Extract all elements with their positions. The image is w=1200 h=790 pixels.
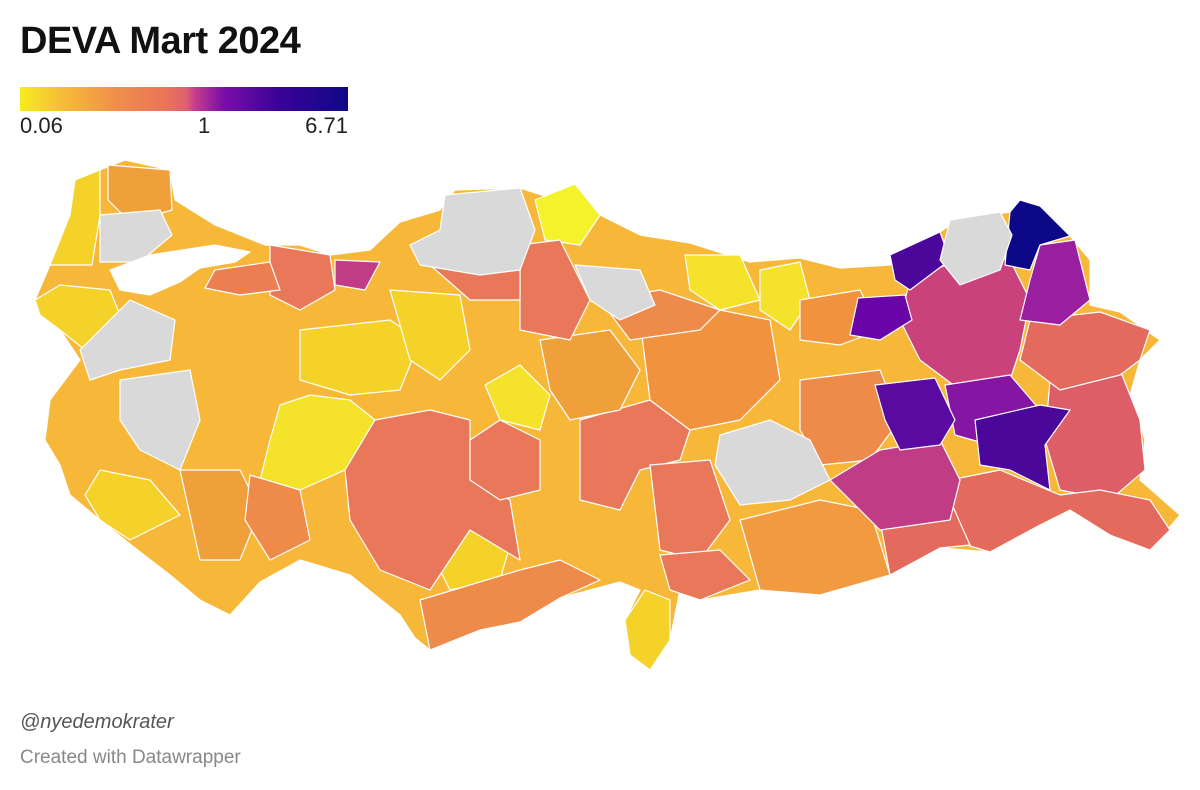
province-nigde (469, 419, 541, 501)
province-agri-kars (1019, 311, 1151, 391)
province-adana-mersin (419, 559, 601, 651)
province-sivas (639, 309, 781, 431)
province-malatya (649, 459, 731, 561)
color-legend: 0.06 1 6.71 (20, 87, 348, 138)
province-van-hakkari (1044, 369, 1146, 501)
legend-max-label: 6.71 (305, 113, 348, 138)
province-istanbul-nodata (99, 209, 173, 263)
province-bingol-mus (829, 439, 961, 531)
province-hatay (624, 589, 671, 670)
province-elazig-nodata (714, 419, 831, 506)
province-kocaeli-orange (204, 261, 281, 296)
province-siirt-sirnak (949, 469, 1171, 553)
province-corum-nodata (574, 264, 656, 321)
province-black-sea-yellow (534, 183, 601, 246)
marmara-sea (109, 244, 251, 296)
province-ankara-west (299, 319, 421, 396)
province-eskisehir (389, 289, 471, 381)
province-manisa-nodata (119, 369, 201, 471)
province-bayburt-purple (849, 294, 913, 341)
province-balikesir-nodata (79, 299, 176, 381)
province-ardahan-igdir (1019, 239, 1091, 326)
legend-mid-label: 1 (198, 113, 211, 138)
legend-gradient-bar (20, 87, 348, 111)
province-tunceli (874, 377, 956, 451)
province-artvin (1004, 199, 1071, 271)
province-samsun-corum (519, 239, 591, 341)
province-van-north (974, 404, 1071, 491)
province-trabzon-nodata (939, 211, 1013, 286)
province-rize (889, 231, 951, 291)
province-aydin (84, 469, 181, 541)
legend-labels: 0.06 1 6.71 (20, 111, 348, 138)
province-konya (344, 409, 521, 591)
turkey-choropleth-map (34, 159, 1181, 670)
legend-min-label: 0.06 (20, 113, 63, 138)
source-note[interactable]: Created with Datawrapper (20, 747, 241, 768)
page-title: DEVA Mart 2024 (20, 20, 301, 62)
province-zonguldak-nodata (409, 187, 536, 276)
province-antalya-west (179, 469, 261, 561)
province-giresun-yellow (684, 254, 761, 311)
province-yozgat (539, 329, 641, 421)
province-bartin (334, 259, 381, 291)
province-edirne (49, 169, 101, 266)
province-kirikkale (484, 364, 551, 431)
author-credit: @nyedemokrater (20, 711, 174, 733)
province-kahramanmaras (659, 549, 751, 601)
province-burdur-isparta (244, 474, 311, 561)
